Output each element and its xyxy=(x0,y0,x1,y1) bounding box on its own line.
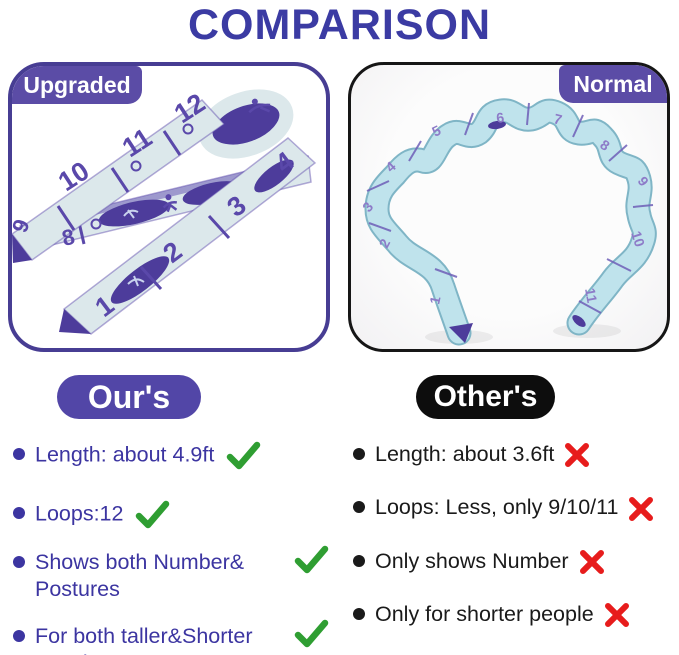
bullet-dot xyxy=(353,607,365,620)
strap-top-band: 12 11 10 9 8 xyxy=(12,88,294,263)
strap-number-label: 1 xyxy=(426,294,443,305)
list-item: Loops:12 xyxy=(12,500,328,530)
list-item: Length: about 4.9ft xyxy=(12,441,328,471)
check-icon xyxy=(135,500,171,530)
item-text: Loops: Less, only 9/10/11 xyxy=(375,495,619,520)
item-text: Only shows Number xyxy=(375,548,569,573)
list-item: For both taller&Shorter people xyxy=(12,619,329,655)
check-icon xyxy=(294,619,330,649)
cross-icon xyxy=(603,601,631,629)
item-text: For both taller&Shorter people xyxy=(35,624,253,655)
cross-icon xyxy=(578,548,606,576)
bullet-dot xyxy=(13,448,25,460)
strap-bottom-band: 4 3 2 1 xyxy=(59,137,317,335)
normal-strap-image: 1 2 3 4 5 6 7 8 9 10 11 xyxy=(359,98,657,346)
item-text: Length: about 3.6ft xyxy=(375,442,555,466)
cross-icon xyxy=(627,495,655,523)
upgraded-strap-image: 12 11 10 9 8 4 3 xyxy=(12,88,317,335)
strap-number-label: 7 xyxy=(552,110,564,127)
normal-panel: 1 2 3 4 5 6 7 8 9 10 11 Normal xyxy=(348,62,670,352)
list-item: Only for shorter people xyxy=(352,601,676,629)
others-heading-pill: Other's xyxy=(416,375,555,419)
ours-feature-list: Length: about 4.9ft Loops:12 Shows both … xyxy=(12,441,329,655)
strap-number-label: 10 xyxy=(628,229,648,249)
check-icon xyxy=(226,441,262,471)
bullet-dot xyxy=(353,448,365,460)
bullet-dot xyxy=(13,630,25,642)
list-item: Only shows Number xyxy=(352,548,676,576)
item-text: Length: about 4.9ft xyxy=(35,442,215,467)
others-feature-list: Length: about 3.6ft Loops: Less, only 9/… xyxy=(352,441,676,654)
normal-badge: Normal xyxy=(559,65,667,103)
item-text: Only for shorter people xyxy=(375,601,594,626)
ours-heading-pill: Our's xyxy=(57,375,201,419)
check-icon xyxy=(294,545,330,575)
bullet-dot xyxy=(13,556,25,568)
upgraded-badge: Upgraded xyxy=(12,66,142,104)
bullet-dot xyxy=(13,507,25,519)
strap-arch: 1 2 3 4 5 6 7 8 9 10 11 xyxy=(359,98,657,346)
list-item: Loops: Less, only 9/10/11 xyxy=(352,494,676,522)
list-item: Shows both Number& Postures xyxy=(12,545,329,603)
item-text: Shows both Number& Postures xyxy=(35,550,245,601)
strap-number-label: 11 xyxy=(582,287,600,305)
strap-number-label: 8 xyxy=(60,224,78,251)
item-text: Loops:12 xyxy=(35,501,124,526)
cross-icon xyxy=(563,441,591,469)
strap-number-label: 6 xyxy=(495,109,505,126)
bullet-dot xyxy=(353,501,365,514)
page-title: COMPARISON xyxy=(187,1,492,49)
bullet-dot xyxy=(353,554,365,567)
list-item: Length: about 3.6ft xyxy=(352,441,676,469)
upgraded-panel: 12 11 10 9 8 4 3 xyxy=(8,62,330,352)
